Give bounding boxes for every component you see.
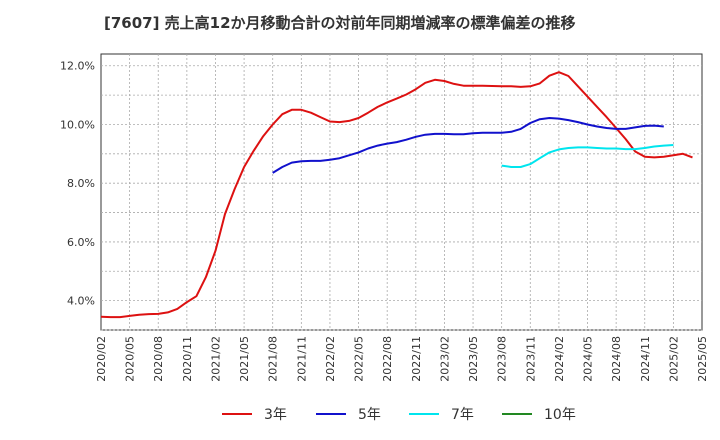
y-tick-label: 4.0% [67,295,95,308]
x-tick-label: 2022/02 [324,336,337,382]
x-tick-label: 2020/05 [124,336,137,382]
x-tick-label: 2025/02 [667,336,680,382]
x-tick-label: 2020/02 [95,336,108,382]
x-tick-label: 2025/05 [696,336,709,382]
x-tick-label: 2021/02 [209,336,222,382]
x-tick-label: 2024/08 [610,336,623,382]
legend-label-2: 5年 [358,407,381,423]
x-tick-label: 2022/08 [381,336,394,382]
x-tick-label: 2024/02 [553,336,566,382]
x-tick-label: 2023/08 [496,336,509,382]
chart-title: [7607] 売上高12か月移動合計の対前年同期増減率の標準偏差の推移 [104,14,576,32]
series-line-2 [272,117,664,174]
x-tick-label: 2023/05 [467,336,480,382]
y-tick-label: 10.0% [60,118,95,131]
y-tick-label: 8.0% [67,177,95,190]
x-tick-label: 2021/11 [295,336,308,382]
x-tick-label: 2020/11 [181,336,194,382]
x-tick-label: 2022/11 [410,336,423,382]
plot-area [100,53,703,331]
x-tick-label: 2024/11 [639,336,652,382]
legend-label-4: 10年 [544,407,576,423]
x-tick-label: 2024/05 [582,336,595,382]
y-tick-label: 12.0% [60,60,95,73]
x-tick-label: 2022/05 [353,336,366,382]
x-tick-label: 2023/02 [438,336,451,382]
x-tick-label: 2020/08 [152,336,165,382]
legend-label-1: 3年 [264,407,287,423]
x-tick-label: 2021/08 [267,336,280,382]
legend-label-3: 7年 [451,407,474,423]
series-line-3 [501,144,674,168]
series-line-1 [100,71,693,319]
y-tick-label: 6.0% [67,236,95,249]
x-tick-label: 2023/11 [524,336,537,382]
x-tick-label: 2021/05 [238,336,251,382]
